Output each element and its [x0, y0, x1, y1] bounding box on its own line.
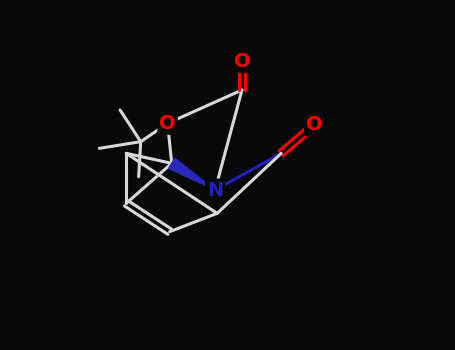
Text: N: N [207, 181, 223, 199]
Text: O: O [306, 116, 323, 134]
Text: N: N [207, 181, 223, 199]
Text: O: O [234, 52, 250, 71]
Text: O: O [159, 114, 176, 133]
Text: O: O [159, 114, 176, 133]
Text: O: O [306, 116, 323, 134]
Text: O: O [234, 52, 250, 71]
Polygon shape [169, 158, 215, 190]
